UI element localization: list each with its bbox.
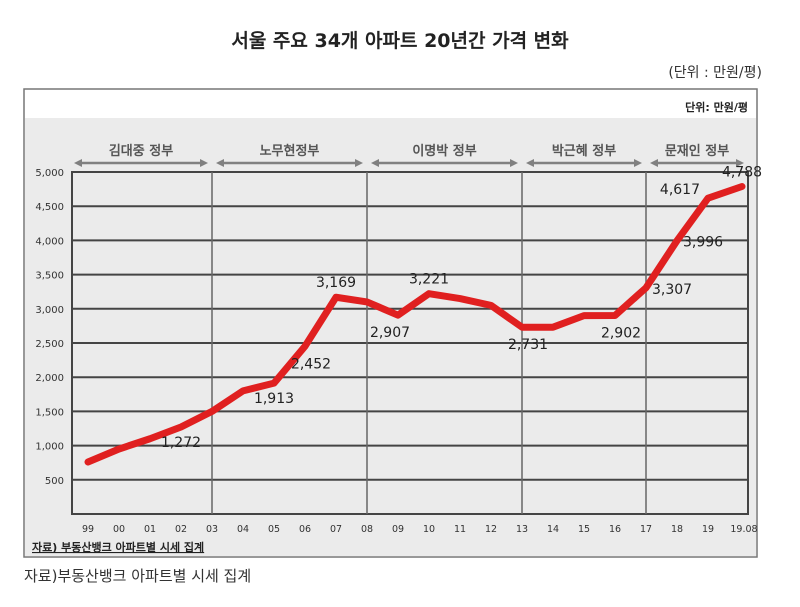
arrow-left-icon [650, 159, 658, 167]
y-tick-label: 500 [45, 476, 64, 487]
source-label-inner: 자료) 부동산뱅크 아파트별 시세 집계 [32, 540, 204, 554]
x-tick-label: 11 [454, 524, 466, 535]
data-label: 2,452 [291, 356, 331, 372]
arrow-right-icon [736, 159, 744, 167]
arrow-right-icon [355, 159, 363, 167]
period-label: 노무현정부 [260, 143, 320, 159]
x-tick-label: 00 [113, 524, 125, 535]
source-caption: 자료)부동산뱅크 아파트별 시세 집계 [24, 567, 252, 585]
x-tick-label: 18 [671, 524, 683, 535]
y-tick-label: 1,000 [35, 442, 64, 453]
y-tick-label: 1,500 [35, 407, 64, 418]
period-label: 이명박 정부 [412, 143, 476, 159]
period-label: 문재인 정부 [665, 143, 729, 159]
unit-label: (단위 : 만원/평) [668, 65, 762, 81]
unit-label-inner: 단위: 만원/평 [685, 100, 748, 114]
arrow-right-icon [510, 159, 518, 167]
data-label: 2,902 [601, 326, 641, 342]
x-tick-label: 04 [237, 524, 249, 535]
arrow-left-icon [526, 159, 534, 167]
x-tick-label: 02 [175, 524, 187, 535]
arrow-left-icon [216, 159, 224, 167]
data-label: 2,731 [508, 337, 548, 353]
page-title: 서울 주요 34개 아파트 20년간 가격 변화 [231, 30, 569, 52]
x-tick-label: 16 [609, 524, 621, 535]
period-label: 박근혜 정부 [552, 143, 616, 159]
data-label: 4,788 [722, 165, 762, 181]
data-label: 2,907 [370, 325, 410, 341]
x-tick-label: 13 [516, 524, 528, 535]
x-tick-label: 03 [206, 524, 218, 535]
x-tick-label: 14 [547, 524, 559, 535]
arrow-left-icon [74, 159, 82, 167]
data-label: 4,617 [660, 182, 700, 198]
data-label: 3,221 [409, 272, 449, 288]
series-line [84, 183, 746, 466]
data-label: 3,996 [683, 235, 723, 251]
arrow-right-icon [200, 159, 208, 167]
arrow-left-icon [371, 159, 379, 167]
x-tick-label: 19.08 [730, 524, 757, 535]
x-tick-label: 19 [702, 524, 714, 535]
data-label: 1,272 [161, 435, 201, 451]
x-tick-label: 12 [485, 524, 497, 535]
y-tick-label: 3,000 [35, 305, 64, 316]
y-tick-label: 2,500 [35, 339, 64, 350]
y-tick-label: 5,000 [35, 168, 64, 179]
x-tick-label: 06 [299, 524, 311, 535]
y-tick-label: 4,500 [35, 202, 64, 213]
arrow-right-icon [634, 159, 642, 167]
x-tick-label: 17 [640, 524, 652, 535]
x-tick-label: 10 [423, 524, 435, 535]
data-label: 1,913 [254, 391, 294, 407]
x-tick-label: 99 [82, 524, 94, 535]
period-label: 김대중 정부 [109, 143, 173, 159]
y-tick-label: 3,500 [35, 271, 64, 282]
x-tick-label: 01 [144, 524, 156, 535]
x-tick-label: 08 [361, 524, 373, 535]
x-tick-label: 15 [578, 524, 590, 535]
chart-panel [25, 118, 756, 556]
data-label: 3,169 [316, 275, 356, 291]
x-tick-label: 07 [330, 524, 342, 535]
y-tick-label: 4,000 [35, 236, 64, 247]
x-tick-label: 09 [392, 524, 404, 535]
x-tick-label: 05 [268, 524, 280, 535]
data-label: 3,307 [652, 282, 692, 298]
y-tick-label: 2,000 [35, 373, 64, 384]
